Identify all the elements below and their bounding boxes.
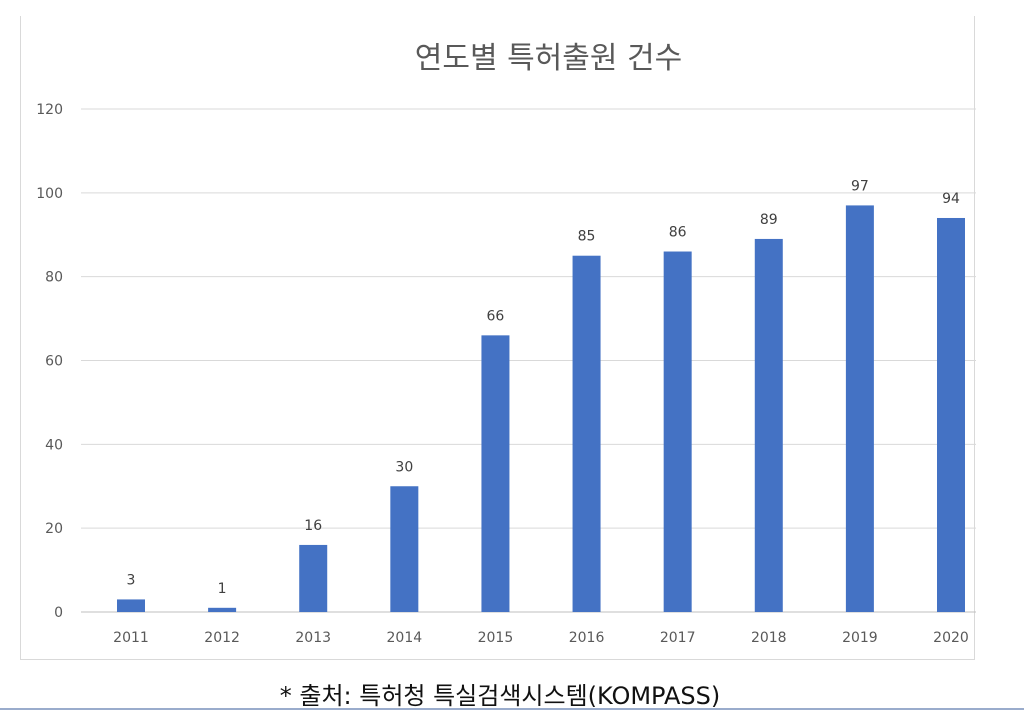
bar: [663, 251, 692, 612]
source-note: * 출처: 특허청 특실검색시스템(KOMPASS): [279, 682, 721, 710]
x-tick-label: 2014: [387, 630, 423, 646]
x-tick-label: 2016: [569, 630, 605, 646]
data-label: 3: [127, 572, 136, 588]
data-label: 30: [395, 459, 413, 475]
y-tick-label: 20: [45, 521, 63, 537]
x-axis-ticks: 2011 2012 2013 2014 2015 2016 2017 2018 2019 2020: [113, 630, 969, 646]
x-tick-label: 2011: [113, 630, 149, 646]
data-label: 86: [669, 225, 687, 241]
x-tick-label: 2013: [295, 630, 331, 646]
chart-container: 연도별 특허출원 건수 0 20 40 60 80 100 120 3 1 16 30 66 85 86…: [20, 16, 976, 660]
data-label: 1: [218, 581, 227, 597]
y-tick-label: 120: [36, 102, 63, 118]
bar: [208, 607, 237, 612]
bar: [117, 599, 145, 612]
bars: [117, 205, 965, 613]
bar: [845, 205, 874, 613]
bar: [299, 544, 328, 612]
y-tick-label: 0: [54, 605, 63, 621]
data-label: 85: [578, 229, 596, 245]
bar: [481, 335, 510, 612]
data-label: 66: [487, 308, 505, 324]
bar: [572, 255, 601, 613]
bottom-divider: [0, 708, 1024, 710]
bar: [937, 217, 965, 612]
data-label: 16: [304, 518, 322, 534]
data-label: 94: [942, 191, 960, 207]
y-tick-label: 100: [36, 186, 63, 202]
x-tick-label: 2017: [660, 630, 696, 646]
bar: [754, 238, 783, 613]
data-labels: 3 1 16 30 66 85 86 89 97 94: [127, 178, 960, 596]
bar: [390, 486, 419, 612]
y-tick-label: 80: [45, 270, 63, 286]
y-axis-ticks: 0 20 40 60 80 100 120: [36, 102, 63, 621]
x-tick-label: 2020: [933, 630, 969, 646]
gridlines: [81, 108, 976, 613]
x-tick-label: 2012: [204, 630, 240, 646]
x-tick-label: 2015: [478, 630, 514, 646]
x-tick-label: 2018: [751, 630, 787, 646]
bar-chart: 연도별 특허출원 건수 0 20 40 60 80 100 120 3 1 16 30 66 85 86…: [36, 41, 976, 646]
y-tick-label: 60: [45, 354, 63, 370]
data-label: 97: [851, 178, 869, 194]
chart-title: 연도별 특허출원 건수: [415, 41, 682, 76]
x-tick-label: 2019: [842, 630, 878, 646]
data-label: 89: [760, 212, 778, 228]
y-tick-label: 40: [45, 437, 63, 453]
